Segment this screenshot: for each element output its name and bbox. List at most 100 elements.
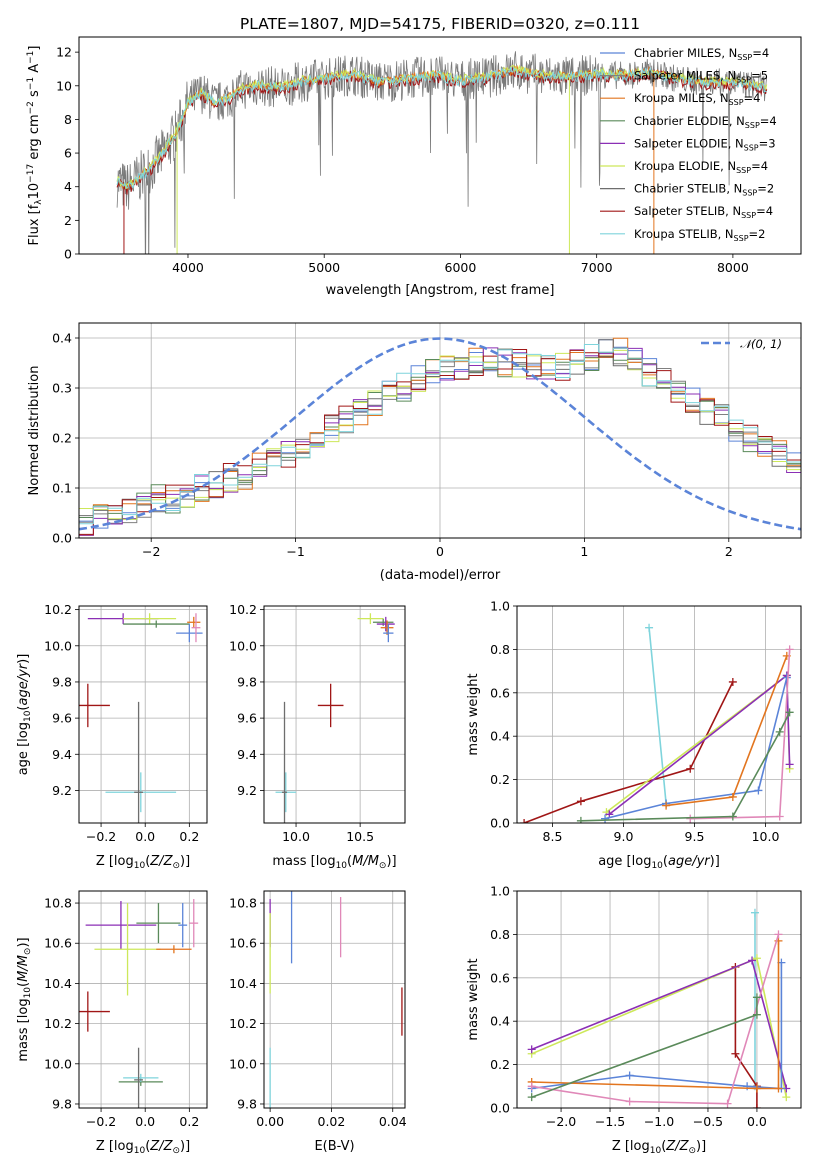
y-tick-label: 0: [64, 247, 72, 262]
panel-0: 4000 5000 6000 7000 8000 0 2 4 6 8 10 12 wavelength …: [26, 36, 802, 298]
errorbar: [376, 616, 395, 632]
label-part: )]: [386, 854, 396, 869]
label-part: Salpeter STELIB, N: [634, 204, 741, 218]
x-tick-label: 6000: [445, 260, 477, 275]
label-part: SSP: [736, 166, 751, 175]
x-tick-label: 0.2: [179, 1114, 199, 1129]
weight-series: [665, 655, 788, 807]
model-kroupa-stelib: [116, 66, 767, 189]
label-part: Kroupa MILES, N: [634, 91, 729, 105]
label-part: Z/Z: [149, 1139, 173, 1154]
label-part: −17: [26, 164, 36, 183]
errorbar: [123, 620, 190, 628]
y-tick-label: 0.1: [52, 481, 72, 496]
label-part: s: [27, 90, 42, 101]
label-part: Chabrier ELODIE, N: [634, 114, 745, 128]
plot-area: [79, 337, 801, 538]
data-point: [723, 1099, 732, 1108]
y-tick-label: 9.8: [52, 1096, 72, 1111]
legend-entry: 𝒩(0, 1): [740, 337, 782, 351]
x-axis-label: mass [log10(M/M⊙)]: [272, 854, 396, 871]
data-point: [662, 801, 671, 810]
y-tick-label: 0.8: [490, 642, 510, 657]
legend-entry: Salpeter MILES, NSSP=5: [634, 69, 768, 85]
errorbar: [79, 683, 110, 728]
label-part: E(B-V): [314, 1139, 354, 1154]
histogram-series: [79, 339, 801, 538]
label-part: −1: [26, 77, 36, 90]
label-part: (: [145, 854, 150, 869]
legend-entry: Salpeter ELODIE, NSSP=3: [634, 136, 776, 152]
y-axis-label: age [log10(age/yr)]: [16, 654, 33, 776]
weight-series: [531, 934, 780, 1105]
data-point: [750, 908, 759, 917]
x-tick-label: −0.5: [693, 1114, 723, 1129]
legend-entry: Chabrier STELIB, NSSP=2: [634, 182, 774, 198]
histogram-series: [79, 348, 801, 538]
x-tick-label: 9.5: [685, 829, 705, 844]
label-part: =2: [749, 227, 766, 241]
label-part: =4: [751, 159, 768, 173]
label-part: 10: [134, 1146, 146, 1156]
label-part: M/M: [352, 854, 379, 869]
y-tick-label: 9.8: [237, 674, 257, 689]
label-part: Z [log: [612, 1139, 650, 1154]
data-point: [576, 797, 585, 806]
label-part: 10: [23, 710, 33, 722]
y-tick-label: 9.8: [237, 1096, 257, 1111]
x-tick-label: 10.5: [346, 829, 374, 844]
data-point: [785, 760, 794, 769]
label-part: (: [16, 706, 31, 711]
y-tick-label: 0.0: [490, 816, 510, 831]
y-axis-label: Normed distribution: [27, 366, 42, 496]
label-part: SSP: [736, 76, 751, 85]
label-part: (: [663, 854, 668, 869]
data-point: [774, 930, 783, 939]
label-part: mass [log: [16, 998, 31, 1061]
label-part: λ: [34, 199, 44, 205]
x-tick-label: −1: [286, 544, 304, 559]
y-tick-label: 12: [56, 45, 72, 60]
plot-area: [79, 899, 199, 1108]
label-part: )]: [710, 854, 720, 869]
y-tick-label: 1.0: [490, 884, 510, 899]
label-part: ⊙: [379, 861, 387, 871]
legend-entry: Chabrier MILES, NSSP=4: [634, 46, 769, 62]
x-tick-label: 0.00: [256, 1114, 284, 1129]
y-tick-label: 10.6: [44, 936, 72, 951]
label-part: =4: [760, 114, 777, 128]
histogram-series: [79, 347, 801, 538]
label-part: Z [log: [96, 854, 134, 869]
y-tick-label: 4: [64, 179, 72, 194]
weight-series: [734, 967, 758, 1108]
x-axis-label: age [log10(age/yr)]: [598, 854, 720, 871]
errorbar: [134, 701, 143, 823]
y-tick-label: 0.4: [52, 331, 72, 346]
label-part: (: [347, 854, 352, 869]
normal-curve: [79, 337, 801, 531]
y-tick-label: 0.6: [490, 685, 510, 700]
data-point: [728, 812, 737, 821]
x-tick-label: 8000: [717, 260, 749, 275]
y-axis-label: mass weight: [466, 673, 481, 755]
grid: [264, 891, 405, 1108]
axes-frame: [78, 322, 802, 539]
label-part: 10: [650, 1146, 662, 1156]
errorbar: [94, 903, 161, 996]
data-point: [752, 954, 761, 963]
data-point: [785, 708, 794, 717]
y-tick-label: 0.8: [490, 927, 510, 942]
x-tick-label: −2: [142, 544, 160, 559]
plot-area: [269, 891, 403, 1108]
label-part: ⊙: [688, 1146, 696, 1156]
errorbar: [134, 1047, 143, 1108]
label-part: )]: [180, 1139, 190, 1154]
data-point: [527, 1045, 536, 1054]
weight-series: [531, 940, 780, 1090]
x-axis-label: Z [log10(Z/Z⊙)]: [96, 1139, 190, 1156]
y-axis-label: mass weight: [466, 958, 481, 1040]
legend-entry: Kroupa ELODIE, NSSP=4: [634, 159, 768, 175]
plot-area: [116, 51, 768, 254]
y-tick-label: 0.6: [490, 970, 510, 985]
data-point: [782, 1093, 791, 1102]
